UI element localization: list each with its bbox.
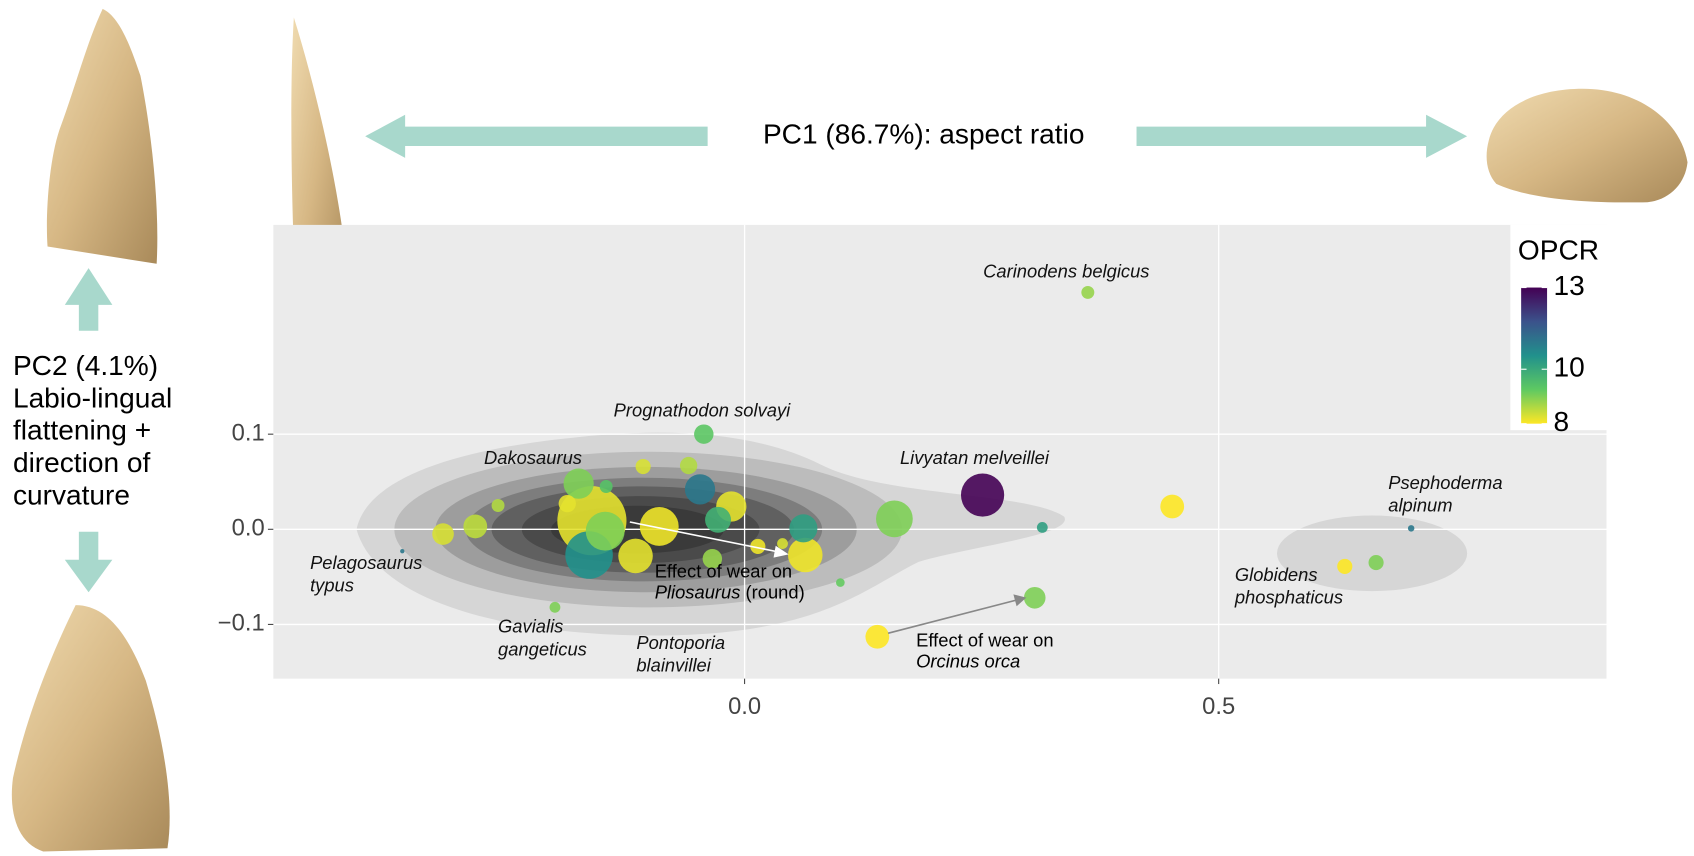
data-point bbox=[1407, 525, 1415, 532]
data-point bbox=[1036, 521, 1048, 533]
legend-title: OPCR bbox=[1518, 234, 1599, 265]
species-label: Dakosaurus bbox=[484, 447, 582, 468]
axis-arrows bbox=[64, 114, 1468, 593]
data-point bbox=[777, 538, 788, 549]
species-label: gangeticus bbox=[498, 638, 587, 659]
data-point bbox=[702, 549, 723, 569]
data-point bbox=[694, 424, 714, 444]
wear-note: Effect of wear on bbox=[916, 630, 1053, 651]
data-point bbox=[679, 456, 698, 475]
wear-arrow-head bbox=[773, 545, 789, 558]
y-axis-title-line: flattening + bbox=[13, 415, 151, 446]
data-point bbox=[618, 538, 653, 574]
species-label: Gavialis bbox=[498, 616, 563, 637]
wear-note: Pliosaurus (round) bbox=[655, 581, 805, 602]
data-point bbox=[960, 473, 1005, 517]
y-tick-label: −0.1 bbox=[218, 610, 265, 637]
y-axis-title-line: direction of bbox=[13, 447, 151, 478]
data-point bbox=[599, 480, 613, 493]
data-point bbox=[750, 538, 766, 554]
tooth-image bbox=[11, 605, 170, 852]
x-axis-title: PC1 (86.7%): aspect ratio bbox=[763, 119, 1085, 150]
data-point bbox=[1368, 555, 1384, 571]
species-label: Pontoporia bbox=[636, 632, 725, 653]
colorbar-tick-label: 13 bbox=[1554, 270, 1585, 301]
species-label: blainvillei bbox=[636, 655, 711, 676]
y-tick-label: 0.1 bbox=[232, 419, 265, 446]
x-tick-label: 0.0 bbox=[728, 693, 761, 720]
wear-taxon: Pliosaurus bbox=[655, 581, 741, 602]
data-point bbox=[876, 500, 913, 538]
data-point bbox=[558, 494, 576, 513]
y-tick-label: 0.0 bbox=[232, 515, 265, 542]
data-point bbox=[635, 458, 651, 475]
data-point bbox=[1023, 586, 1046, 609]
species-label: Livyatan melveillei bbox=[900, 447, 1050, 468]
data-point bbox=[865, 624, 890, 649]
data-point bbox=[491, 499, 505, 512]
species-label: Pelagosaurus bbox=[310, 552, 422, 573]
tooth-image bbox=[46, 8, 158, 264]
wear-arrow bbox=[887, 598, 1018, 635]
data-point bbox=[1160, 494, 1185, 519]
data-point bbox=[705, 506, 731, 533]
data-point bbox=[400, 549, 405, 554]
wear-detail: (round) bbox=[746, 581, 805, 602]
species-label: Carinodens belgicus bbox=[983, 260, 1149, 281]
colorbar bbox=[1521, 287, 1548, 424]
wear-taxon: Orcinus orca bbox=[916, 650, 1020, 671]
data-point bbox=[563, 468, 594, 499]
data-point bbox=[1081, 285, 1095, 299]
data-point bbox=[836, 578, 845, 587]
species-label: Prognathodon solvayi bbox=[614, 400, 791, 421]
y-axis-title-line: Labio-lingual bbox=[13, 382, 172, 413]
species-label: phosphaticus bbox=[1234, 587, 1343, 608]
x-tick-label: 0.5 bbox=[1202, 693, 1235, 720]
wear-arrow-head bbox=[1013, 594, 1027, 607]
data-point bbox=[639, 506, 679, 546]
data-point bbox=[684, 474, 716, 505]
species-label: Psephoderma bbox=[1388, 472, 1502, 493]
data-point bbox=[1337, 558, 1353, 574]
species-label: Globidens bbox=[1235, 564, 1318, 585]
data-point bbox=[789, 514, 818, 543]
wear-note: Effect of wear on bbox=[655, 561, 792, 582]
colorbar-tick-label: 8 bbox=[1554, 406, 1570, 437]
data-point bbox=[585, 511, 625, 551]
species-label: alpinum bbox=[1388, 495, 1452, 516]
data-point bbox=[432, 523, 454, 545]
colorbar-tick-label: 10 bbox=[1554, 352, 1585, 383]
species-label: typus bbox=[310, 575, 354, 596]
y-axis-title-line: curvature bbox=[13, 480, 130, 511]
wear-note: Orcinus orca bbox=[916, 650, 1020, 671]
tooth-image bbox=[1486, 88, 1688, 203]
data-point bbox=[787, 537, 823, 573]
wear-arrow bbox=[629, 521, 781, 554]
y-axis-title-line: PC2 (4.1%) bbox=[13, 350, 158, 381]
data-point bbox=[549, 601, 561, 613]
data-point bbox=[463, 514, 488, 539]
